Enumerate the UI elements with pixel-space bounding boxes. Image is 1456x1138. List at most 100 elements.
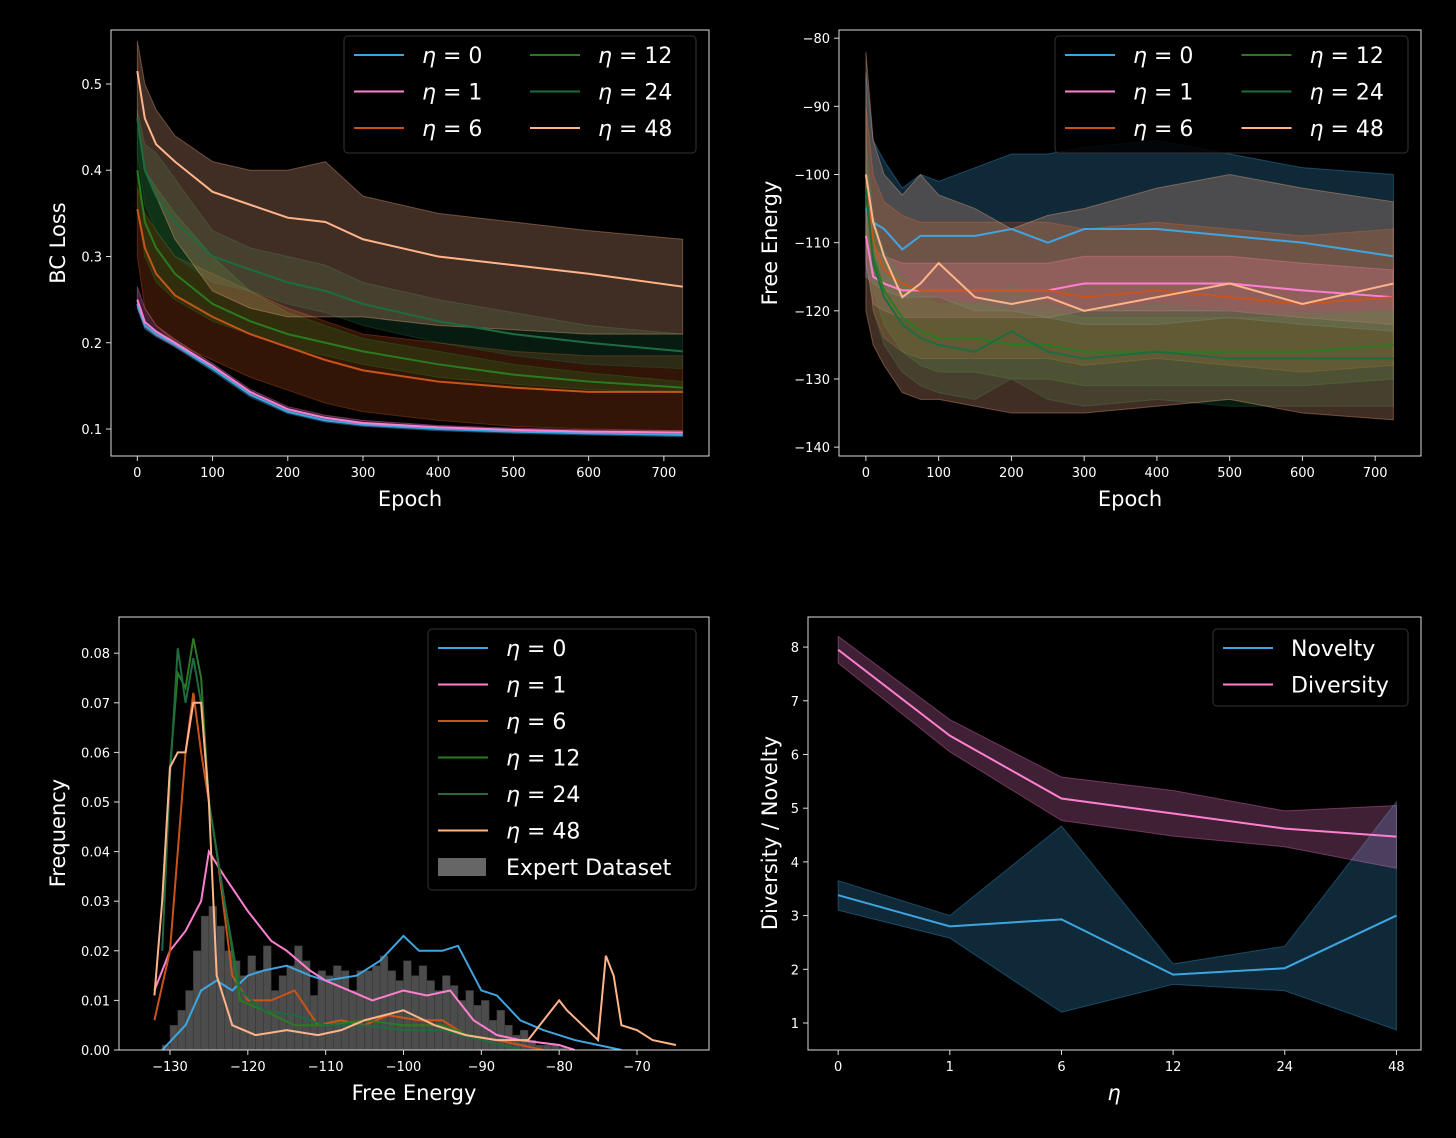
x-tick-label: 700: [1363, 466, 1388, 481]
x-tick-label: 48: [1388, 1060, 1405, 1075]
legend-value: = 24: [612, 81, 672, 106]
eta-symbol: η: [1310, 44, 1324, 69]
free-energy-chart: 0 100 200 300 400 500 600 700 −140 −130 −120 −110 −1…: [758, 29, 1422, 511]
legend-value: = 12: [520, 747, 580, 772]
x-tick-label: 500: [501, 466, 526, 481]
x-tick-label: 300: [1072, 466, 1097, 481]
x-tick-label: 200: [275, 466, 300, 481]
legend-label: η = 12: [1310, 44, 1384, 69]
confidence-band: [865, 208, 1394, 325]
series-line: [864, 174, 1394, 306]
y-tick-label: 4: [791, 856, 799, 871]
plot-area: 0 100 200 300 400 500 600 700 −140 −130 −120 −110 −1…: [794, 29, 1422, 481]
axes-frame: [807, 616, 1422, 1051]
confidence-band: [865, 106, 1394, 373]
series-line: [864, 188, 1394, 360]
marks: [153, 638, 677, 1050]
eta-symbol: η: [598, 44, 612, 69]
y-tick-label: 0.02: [81, 945, 110, 960]
legend-label: η = 6: [1133, 117, 1193, 142]
marks: [864, 51, 1394, 421]
x-tick-label: 600: [1290, 466, 1315, 481]
y-tick-label: −120: [794, 305, 830, 320]
x-axis-label: Free Energy: [352, 1081, 477, 1105]
y-tick-label: 8: [791, 641, 799, 656]
legend-value: = 0: [520, 637, 566, 662]
legend-value: = 1: [1147, 81, 1193, 106]
y-tick-label: −140: [794, 441, 830, 456]
legend-value: = 48: [612, 117, 672, 142]
bc-loss-chart: 0 100 200 300 400 500 600 700 0.1 0.2 0.3 0.4 0.5 η =…: [46, 29, 710, 511]
legend-label: Diversity: [1291, 674, 1389, 699]
x-tick-label: −130: [152, 1060, 188, 1075]
legend-frame: [427, 628, 697, 891]
legend: Novelty Diversity: [1212, 628, 1409, 707]
marks: [837, 635, 1397, 1031]
legend-swatch: [438, 858, 486, 876]
histogram-bar: [286, 965, 295, 1050]
legend-value: = 12: [1323, 44, 1383, 69]
eta-symbol: η: [422, 44, 436, 69]
legend-label: η = 1: [422, 81, 482, 106]
histogram-bar: [543, 1044, 552, 1050]
confidence-band: [865, 160, 1394, 387]
series-line: [837, 894, 1397, 976]
y-tick-label: −90: [803, 100, 830, 115]
eta-symbol: η: [1133, 117, 1147, 142]
legend-value: = 0: [1147, 44, 1193, 69]
y-tick-label: −80: [803, 32, 830, 47]
legend-value: = 6: [520, 710, 566, 735]
series-line: [136, 299, 683, 434]
plot-area: 0 100 200 300 400 500 600 700 0.1 0.2 0.3 0.4 0.5 η =…: [81, 29, 710, 481]
legend-value: = 24: [1323, 81, 1383, 106]
confidence-band: [865, 72, 1394, 332]
eta-symbol: η: [1133, 44, 1147, 69]
legend: η = 0η = 1η = 6η = 12η = 24η = 48: [343, 35, 697, 154]
series-line: [837, 648, 1397, 838]
x-tick-label: −90: [468, 1060, 495, 1075]
y-tick-label: 1: [791, 1017, 799, 1032]
legend-value: = 0: [436, 44, 482, 69]
series-line: [136, 170, 683, 389]
legend-frame: [1054, 35, 1409, 154]
confidence-band: [865, 51, 1394, 421]
legend-value: = 1: [520, 674, 566, 699]
histogram-bar: [325, 975, 334, 1050]
y-tick-label: 0.4: [81, 164, 102, 179]
legend-label: η = 48: [506, 820, 580, 845]
y-tick-label: 0.04: [81, 846, 110, 861]
y-axis-label: Diversity / Novelty: [758, 736, 782, 930]
x-tick-label: 500: [1217, 466, 1242, 481]
axes-frame: [110, 29, 710, 457]
histogram-bar: [200, 915, 210, 1050]
confidence-band: [837, 800, 1397, 1031]
x-tick-label: 700: [651, 466, 676, 481]
x-tick-label: 600: [576, 466, 601, 481]
x-axis-label: Epoch: [378, 487, 442, 511]
x-tick-label: 300: [351, 466, 376, 481]
y-tick-label: 2: [791, 963, 799, 978]
y-tick-label: 3: [791, 910, 799, 925]
confidence-band: [136, 40, 684, 335]
histogram-bar: [418, 965, 428, 1050]
histogram-bar: [387, 970, 396, 1050]
histogram-bar: [403, 960, 412, 1050]
x-tick-label: 0: [834, 1060, 842, 1075]
eta-symbol: η: [506, 674, 520, 699]
eta-symbol: η: [506, 820, 520, 845]
legend-label: η = 24: [506, 783, 580, 808]
y-tick-label: 0.08: [81, 647, 110, 662]
x-tick-label: 24: [1277, 1060, 1294, 1075]
y-tick-label: 0.03: [81, 895, 110, 910]
legend-value: = 6: [1147, 117, 1193, 142]
y-tick-label: 0.3: [81, 250, 102, 265]
x-tick-label: 100: [200, 466, 225, 481]
axes-frame: [118, 616, 710, 1051]
eta-symbol: η: [1133, 81, 1147, 106]
x-tick-label: 0: [862, 466, 870, 481]
legend-label: η = 1: [1133, 81, 1193, 106]
series-line: [161, 934, 622, 1050]
series-line: [136, 118, 683, 353]
x-tick-label: −120: [230, 1060, 266, 1075]
